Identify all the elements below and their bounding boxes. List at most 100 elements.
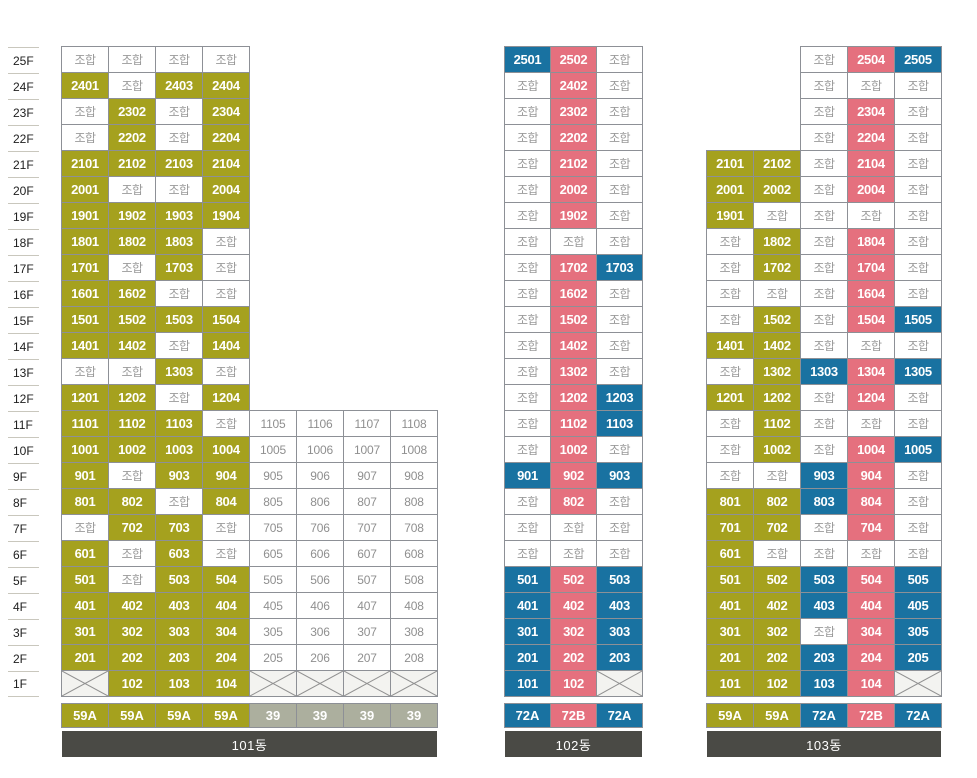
unit-cell[interactable]: 1204 <box>848 385 894 410</box>
unit-cell[interactable]: 1702 <box>551 255 596 280</box>
unit-cell[interactable]: 2001 <box>62 177 108 202</box>
unit-cell[interactable]: 303 <box>156 619 202 644</box>
unit-cell[interactable]: 1202 <box>551 385 596 410</box>
unit-cell[interactable]: 1002 <box>109 437 155 462</box>
unit-cell[interactable]: 702 <box>109 515 155 540</box>
unit-cell[interactable]: 1404 <box>203 333 249 358</box>
unit-cell[interactable]: 202 <box>551 645 596 670</box>
unit-cell[interactable]: 402 <box>754 593 800 618</box>
unit-cell[interactable]: 404 <box>848 593 894 618</box>
unit-cell[interactable]: 2202 <box>109 125 155 150</box>
unit-cell[interactable]: 502 <box>754 567 800 592</box>
unit-cell[interactable]: 1502 <box>754 307 800 332</box>
unit-cell[interactable]: 1704 <box>848 255 894 280</box>
unit-cell[interactable]: 802 <box>754 489 800 514</box>
unit-cell[interactable]: 1201 <box>62 385 108 410</box>
unit-cell[interactable]: 1802 <box>754 229 800 254</box>
unit-cell[interactable]: 201 <box>707 645 753 670</box>
unit-cell[interactable]: 505 <box>895 567 941 592</box>
unit-cell[interactable]: 504 <box>848 567 894 592</box>
unit-cell[interactable]: 702 <box>754 515 800 540</box>
unit-cell[interactable]: 501 <box>505 567 550 592</box>
unit-cell[interactable]: 1004 <box>203 437 249 462</box>
unit-cell[interactable]: 1402 <box>551 333 596 358</box>
unit-cell[interactable]: 1504 <box>848 307 894 332</box>
unit-cell[interactable]: 104 <box>848 671 894 696</box>
unit-cell[interactable]: 1703 <box>156 255 202 280</box>
unit-cell[interactable]: 1602 <box>109 281 155 306</box>
unit-cell[interactable]: 401 <box>62 593 108 618</box>
unit-cell[interactable]: 904 <box>848 463 894 488</box>
unit-cell[interactable]: 802 <box>551 489 596 514</box>
unit-cell[interactable]: 2004 <box>203 177 249 202</box>
unit-cell[interactable]: 1005 <box>895 437 941 462</box>
unit-cell[interactable]: 703 <box>156 515 202 540</box>
unit-cell[interactable]: 2102 <box>109 151 155 176</box>
unit-cell[interactable]: 301 <box>62 619 108 644</box>
unit-cell[interactable]: 1201 <box>707 385 753 410</box>
unit-cell[interactable]: 302 <box>109 619 155 644</box>
unit-cell[interactable]: 204 <box>203 645 249 670</box>
unit-cell[interactable]: 203 <box>156 645 202 670</box>
unit-cell[interactable]: 1302 <box>551 359 596 384</box>
unit-cell[interactable]: 101 <box>505 671 550 696</box>
unit-cell[interactable]: 502 <box>551 567 596 592</box>
unit-cell[interactable]: 404 <box>203 593 249 618</box>
unit-cell[interactable]: 2101 <box>707 151 753 176</box>
unit-cell[interactable]: 1505 <box>895 307 941 332</box>
unit-cell[interactable]: 1601 <box>62 281 108 306</box>
unit-cell[interactable]: 2304 <box>203 99 249 124</box>
unit-cell[interactable]: 1502 <box>109 307 155 332</box>
unit-cell[interactable]: 1503 <box>156 307 202 332</box>
unit-cell[interactable]: 2004 <box>848 177 894 202</box>
unit-cell[interactable]: 1502 <box>551 307 596 332</box>
unit-cell[interactable]: 303 <box>597 619 642 644</box>
unit-cell[interactable]: 1903 <box>156 203 202 228</box>
unit-cell[interactable]: 1101 <box>62 411 108 436</box>
unit-cell[interactable]: 1803 <box>156 229 202 254</box>
unit-cell[interactable]: 1604 <box>848 281 894 306</box>
unit-cell[interactable]: 1303 <box>801 359 847 384</box>
unit-cell[interactable]: 103 <box>156 671 202 696</box>
unit-cell[interactable]: 902 <box>551 463 596 488</box>
unit-cell[interactable]: 1103 <box>156 411 202 436</box>
unit-cell[interactable]: 2202 <box>551 125 596 150</box>
unit-cell[interactable]: 2103 <box>156 151 202 176</box>
unit-cell[interactable]: 1904 <box>203 203 249 228</box>
unit-cell[interactable]: 2102 <box>551 151 596 176</box>
unit-cell[interactable]: 1804 <box>848 229 894 254</box>
unit-cell[interactable]: 501 <box>62 567 108 592</box>
unit-cell[interactable]: 201 <box>62 645 108 670</box>
unit-cell[interactable]: 2002 <box>551 177 596 202</box>
unit-cell[interactable]: 801 <box>62 489 108 514</box>
unit-cell[interactable]: 2501 <box>505 47 550 72</box>
unit-cell[interactable]: 2302 <box>551 99 596 124</box>
unit-cell[interactable]: 2001 <box>707 177 753 202</box>
unit-cell[interactable]: 1203 <box>597 385 642 410</box>
unit-cell[interactable]: 1402 <box>109 333 155 358</box>
unit-cell[interactable]: 2104 <box>848 151 894 176</box>
unit-cell[interactable]: 402 <box>551 593 596 618</box>
unit-cell[interactable]: 1302 <box>754 359 800 384</box>
unit-cell[interactable]: 801 <box>707 489 753 514</box>
unit-cell[interactable]: 501 <box>707 567 753 592</box>
unit-cell[interactable]: 1402 <box>754 333 800 358</box>
unit-cell[interactable]: 2401 <box>62 73 108 98</box>
unit-cell[interactable]: 1202 <box>109 385 155 410</box>
unit-cell[interactable]: 201 <box>505 645 550 670</box>
unit-cell[interactable]: 304 <box>203 619 249 644</box>
unit-cell[interactable]: 202 <box>754 645 800 670</box>
unit-cell[interactable]: 204 <box>848 645 894 670</box>
unit-cell[interactable]: 1802 <box>109 229 155 254</box>
unit-cell[interactable]: 302 <box>551 619 596 644</box>
unit-cell[interactable]: 1401 <box>707 333 753 358</box>
unit-cell[interactable]: 1102 <box>754 411 800 436</box>
unit-cell[interactable]: 1801 <box>62 229 108 254</box>
unit-cell[interactable]: 1702 <box>754 255 800 280</box>
unit-cell[interactable]: 103 <box>801 671 847 696</box>
unit-cell[interactable]: 1303 <box>156 359 202 384</box>
unit-cell[interactable]: 804 <box>203 489 249 514</box>
unit-cell[interactable]: 301 <box>707 619 753 644</box>
unit-cell[interactable]: 102 <box>109 671 155 696</box>
unit-cell[interactable]: 1902 <box>109 203 155 228</box>
